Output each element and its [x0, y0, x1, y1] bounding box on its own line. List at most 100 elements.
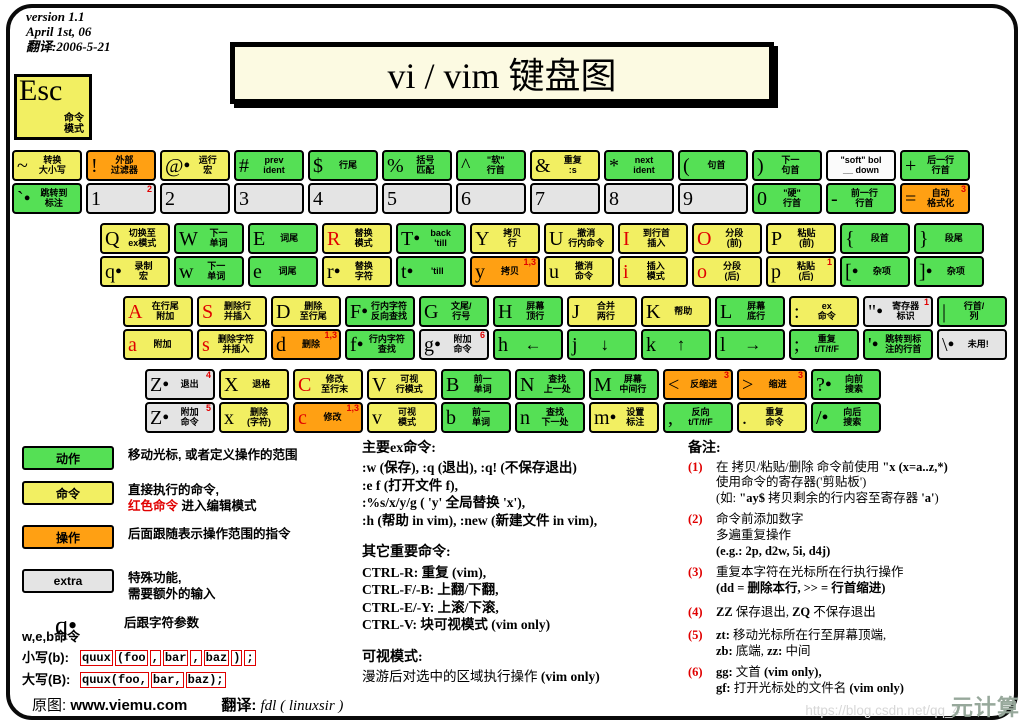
key-c: C 修改 至行末 c 修改 1,3 — [293, 369, 363, 433]
key-char: 4 — [313, 187, 323, 210]
key-m-bottom: m• 设置 标注 — [589, 402, 659, 433]
legend-item-motion: 动作 移动光标, 或者定义操作的范围 — [22, 446, 352, 470]
key-3: # prev ident 3 — [234, 150, 304, 214]
key-label: 重复 命令 — [765, 406, 784, 427]
key-semicolon: : ex 命令; 重复 t/T/f/F — [789, 296, 859, 360]
key-1: ! 外部 过滤器 1 2 — [86, 150, 156, 214]
key-4-top: $ 行尾 — [308, 150, 378, 181]
ex-section-heading: 其它重要命令: — [362, 545, 451, 561]
key-quote-top: "• 寄存器 标识 1 — [863, 296, 933, 327]
key-u: U 撤消 行内命令 u 撤消 命令 — [544, 223, 614, 287]
key-s-top: S 删除行 并插入 — [197, 296, 267, 327]
title-box: vi / vim 键盘图 — [230, 42, 774, 104]
key-char: U — [549, 227, 564, 250]
key-label: 向前 搜索 — [844, 373, 863, 394]
key-p-bottom: p 粘贴 (后) 1 — [766, 256, 836, 287]
key-d: D 删除 至行尾 d 删除 1,3 — [271, 296, 341, 360]
watermark-url: https://blog.csdn.net/qq_4 — [805, 703, 960, 718]
key-label: 附加 — [153, 338, 172, 349]
key-semicolon-top: : ex 命令 — [789, 296, 859, 327]
key-tilde-bottom: `• 跳转到 标注 — [12, 183, 82, 214]
key-lbracket-bottom: [• 杂项 — [840, 256, 910, 287]
key-b-top: B 前一 单词 — [441, 369, 511, 400]
note-number: (3) — [688, 565, 703, 580]
key-char: \• — [942, 333, 955, 356]
ex-command-line: :%s/x/y/g ( 'y' 全局替换 'x'), — [362, 495, 526, 511]
key-char: v — [372, 406, 382, 429]
key-label: 删除字符 并插入 — [217, 333, 254, 354]
key-s: S 删除行 并插入 s 删除字符 并插入 — [197, 296, 267, 360]
note-number: (6) — [688, 665, 703, 680]
key-char: $ — [313, 154, 323, 177]
key-period-top: > 缩进 3 — [737, 369, 807, 400]
keyboard-row-3: A 在行尾 附加 a 附加 S 删除行 并插入 s 删除字符 并插入 D 删除 至行尾 d 删除 1,3… — [0, 296, 1024, 360]
keyboard: ~ 转换 大小写 `• 跳转到 标注! 外部 过滤器 1 2 @• 运行 宏 2 # prev ide… — [0, 150, 1024, 433]
key-char: q• — [105, 260, 123, 283]
word-segment: baz — [203, 649, 230, 666]
key-4: $ 行尾 4 — [308, 150, 378, 214]
key-x: X 退格 x 删除 (字符) — [219, 369, 289, 433]
key-9-top: (句首 — [678, 150, 748, 181]
key-char: 2 — [165, 187, 175, 210]
key-d-bottom: d 删除 1,3 — [271, 329, 341, 360]
key-0: ) 下一 句首 0 "硬" 行首 — [752, 150, 822, 214]
key-label: 向后 搜索 — [843, 406, 862, 427]
legend-swatch-motion: 动作 — [22, 446, 114, 470]
key-minus-top: "soft" bol __ down — [826, 150, 896, 181]
key-p: P 粘贴 (前) p 粘贴 (后) 1 — [766, 223, 836, 287]
key-b-bottom: b 前一 单词 — [441, 402, 511, 433]
key-6-bottom: 6 — [456, 183, 526, 214]
key-label: 跳转到标 注的行首 — [885, 333, 922, 354]
key-char: I — [623, 227, 630, 250]
note-superscript: 1,3 — [523, 257, 536, 267]
note-superscript: 3 — [960, 184, 966, 194]
key-label: 段首 — [870, 232, 889, 243]
key-label: 插入 模式 — [646, 260, 665, 281]
key-5: % 括号 匹配 5 — [382, 150, 452, 214]
key-n-top: N 查找 上一处 — [515, 369, 585, 400]
key-x-top: X 退格 — [219, 369, 289, 400]
key-4-bottom: 4 — [308, 183, 378, 214]
key-label: 反向 t/T/f/F — [688, 406, 713, 427]
key-char: f• — [350, 333, 364, 356]
note-number: (1) — [688, 459, 703, 474]
key-label: 分段 (前) — [725, 227, 744, 248]
key-m: M 屏幕 中间行 m• 设置 标注 — [589, 369, 659, 433]
key-label: "soft" bol __ down — [840, 154, 882, 175]
key-slash-bottom: /• 向后 搜索 — [811, 402, 881, 433]
key-label: 退出 — [180, 378, 199, 389]
key-char: - — [831, 187, 838, 210]
ex-command-line: :h (帮助 in vim), :new (新建文件 in vim), — [362, 512, 598, 528]
key-0-bottom: 0 "硬" 行首 — [752, 183, 822, 214]
key-char: ~ — [17, 154, 28, 177]
key-v-bottom: v 可视 模式 — [367, 402, 437, 433]
note-number: (4) — [688, 604, 703, 619]
key-char: `• — [17, 187, 31, 210]
key-label: 段尾 — [944, 232, 963, 243]
key-label: 可视 模式 — [397, 406, 416, 427]
key-label: 行尾 — [338, 159, 357, 170]
legend-swatch-command: 命令 — [22, 481, 114, 505]
key-5-bottom: 5 — [382, 183, 452, 214]
key-char: P — [771, 227, 783, 250]
key-label: 杂项 — [946, 265, 965, 276]
key-char: 7 — [535, 187, 545, 210]
version-info: version 1.1 April 1st, 06 翻译:2006-5-21 — [26, 9, 111, 54]
key-o: O 分段 (前) o 分段 (后) — [692, 223, 762, 287]
key-char: u — [549, 260, 559, 283]
ex-section-heading: 主要ex命令: — [362, 441, 436, 456]
key-char: A — [128, 300, 143, 323]
key-char: ^ — [461, 154, 471, 177]
key-a: A 在行尾 附加 a 附加 — [123, 296, 193, 360]
note-body: ZZ 保存退出, ZQ 不保存退出 — [716, 604, 876, 619]
key-char: a — [128, 333, 137, 356]
key-label: 查找 上一处 — [543, 373, 571, 394]
note-superscript: 1,3 — [346, 403, 359, 413]
key-char: '• — [868, 333, 879, 356]
key-char: j — [572, 333, 578, 356]
key-label: 下一 单词 — [207, 260, 226, 281]
key-char: F• — [350, 300, 369, 323]
ex-command-line: 漫游后对选中的区域执行操作 (vim only) — [362, 668, 600, 684]
key-equals: + 后一行 行首 = 自动 格式化 3 — [900, 150, 970, 214]
key-q-top: Q 切换至 ex模式 — [100, 223, 170, 254]
